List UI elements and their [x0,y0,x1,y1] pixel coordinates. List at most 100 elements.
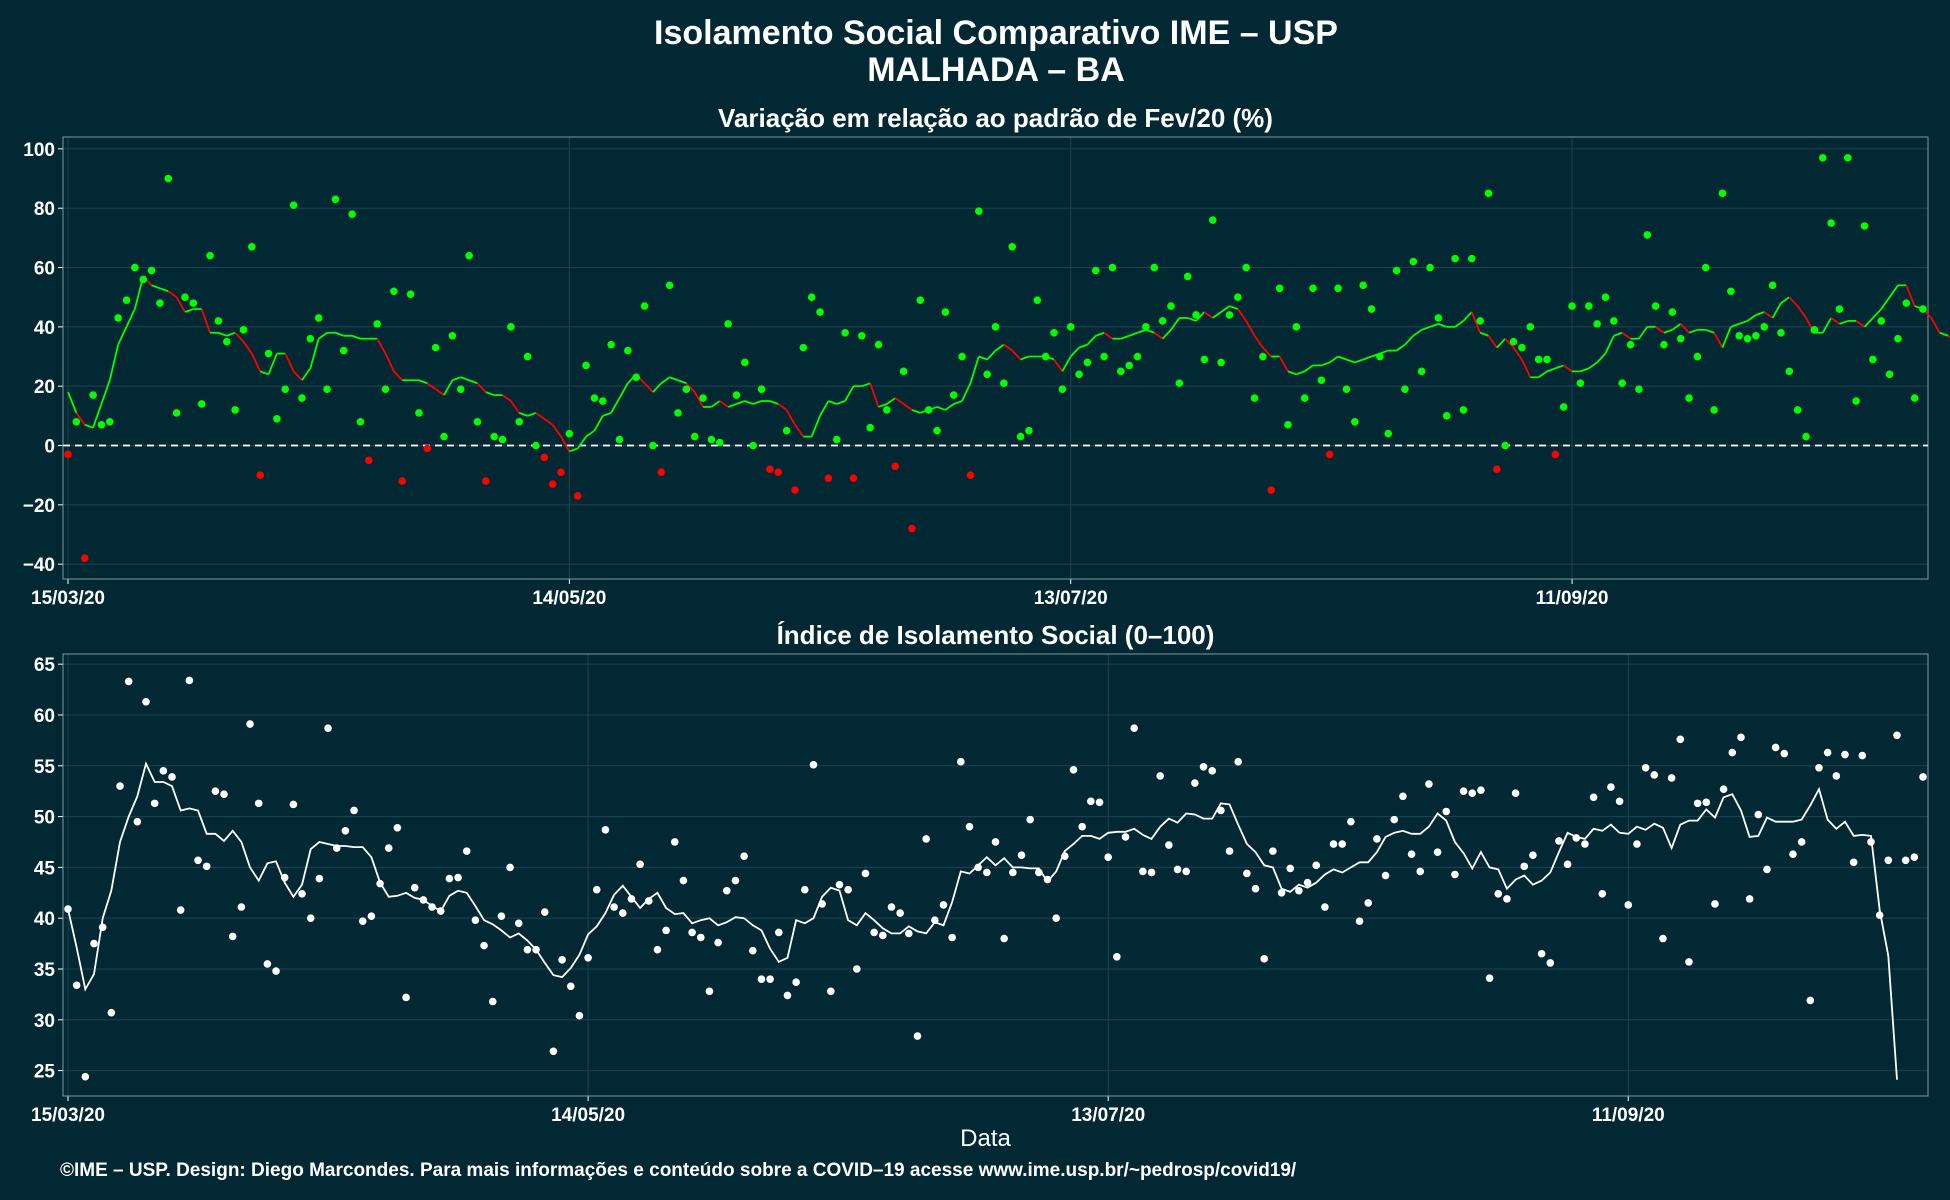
moving-average-segment [810,415,821,437]
moving-average-segment [1872,308,1882,319]
data-point [1409,257,1418,266]
data-point [373,320,381,328]
data-point [431,343,440,352]
data-point [1685,394,1693,402]
data-point [1572,834,1581,842]
data-point [532,441,540,450]
data-point [714,938,722,947]
data-point [1893,731,1901,740]
data-point [548,480,557,488]
moving-average-segment [1454,320,1464,328]
data-point [841,328,849,337]
data-point [1760,323,1769,331]
data-point [1200,355,1209,364]
y-tick-label: 55 [34,757,56,778]
data-point [933,426,941,435]
x-tick-label: 11/09/20 [1536,588,1609,609]
data-point [1183,272,1192,281]
moving-average-segment [911,409,921,414]
data-point [116,782,124,790]
data-point [1467,254,1476,263]
data-point [214,317,223,325]
moving-average-segment [1362,355,1372,361]
data-point [1827,219,1835,227]
data-point [601,825,610,834]
data-point [523,945,532,954]
moving-average-segment [643,382,654,393]
data-point [1526,323,1535,331]
moving-average-segment [1095,331,1105,337]
data-point [899,367,908,376]
data-point [159,767,168,775]
data-point [983,370,991,379]
data-point [1260,955,1269,963]
data-point [632,373,640,382]
moving-average-segment [1713,332,1724,349]
moving-average-segment [1880,296,1891,310]
panel-frame [62,136,1929,580]
data-point [607,340,615,349]
data-point [81,1072,90,1081]
data-point [488,997,497,1006]
moving-average-segment [1086,335,1097,346]
data-point [436,907,445,915]
data-point [1852,397,1860,405]
data-point [715,438,724,447]
data-point [1660,340,1668,349]
moving-average-segment [1905,284,1916,307]
data-point [64,450,72,459]
data-point [181,293,189,301]
moving-average-segment [1020,355,1030,361]
moving-average-segment [744,400,754,405]
moving-average-segment [1061,356,1072,372]
data-point [1752,331,1760,340]
moving-average-segment [1287,370,1297,376]
data-point [339,346,348,355]
moving-average-segment [518,412,528,417]
data-point [1607,783,1615,791]
data-point [1052,914,1060,922]
moving-average-segment [978,355,988,361]
data-point [958,352,966,361]
data-point [558,956,566,964]
moving-average-segment [1003,343,1013,352]
data-point [239,326,248,334]
moving-average-segment [1153,332,1164,340]
data-point [1633,840,1641,848]
data-point [206,251,214,260]
data-point [1802,432,1810,441]
data-point [1459,787,1468,795]
moving-average-segment [819,400,830,417]
data-point [1777,328,1785,337]
data-point [1392,266,1401,275]
y-tick-label: 30 [34,1011,55,1032]
data-point [1033,296,1042,304]
data-point [1763,865,1771,874]
data-point [164,174,173,183]
data-point [1083,358,1092,367]
data-point [156,299,164,307]
moving-average-segment [435,388,445,396]
data-point [1534,355,1543,364]
data-point [390,287,398,296]
data-point [1520,862,1529,871]
moving-average-segment [669,376,679,382]
data-point [456,385,465,393]
data-point [194,856,202,865]
data-point [1130,724,1138,732]
data-point [323,385,331,393]
x-tick-label: 15/03/20 [31,588,105,609]
data-point [142,697,150,706]
data-point [264,349,273,358]
data-point [1329,840,1338,848]
moving-average-segment [576,436,587,449]
data-point [1041,352,1050,361]
moving-average-segment [961,382,972,402]
data-point [1125,361,1133,370]
data-point [1659,934,1667,943]
moving-average-segment [1671,323,1682,331]
moving-average-segment [452,376,462,382]
data-point [931,916,939,925]
data-point [393,823,402,832]
